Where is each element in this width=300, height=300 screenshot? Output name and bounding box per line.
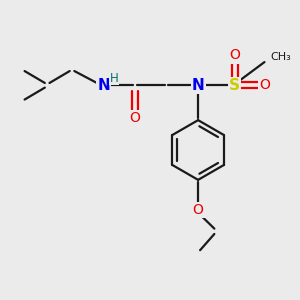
Text: H: H: [110, 71, 118, 85]
Text: O: O: [229, 48, 240, 62]
Text: O: O: [259, 78, 270, 92]
Text: N: N: [97, 78, 110, 93]
Text: N: N: [192, 78, 205, 93]
Text: S: S: [229, 78, 240, 93]
Text: O: O: [193, 203, 203, 217]
Text: O: O: [130, 112, 140, 125]
Text: CH₃: CH₃: [270, 52, 291, 62]
